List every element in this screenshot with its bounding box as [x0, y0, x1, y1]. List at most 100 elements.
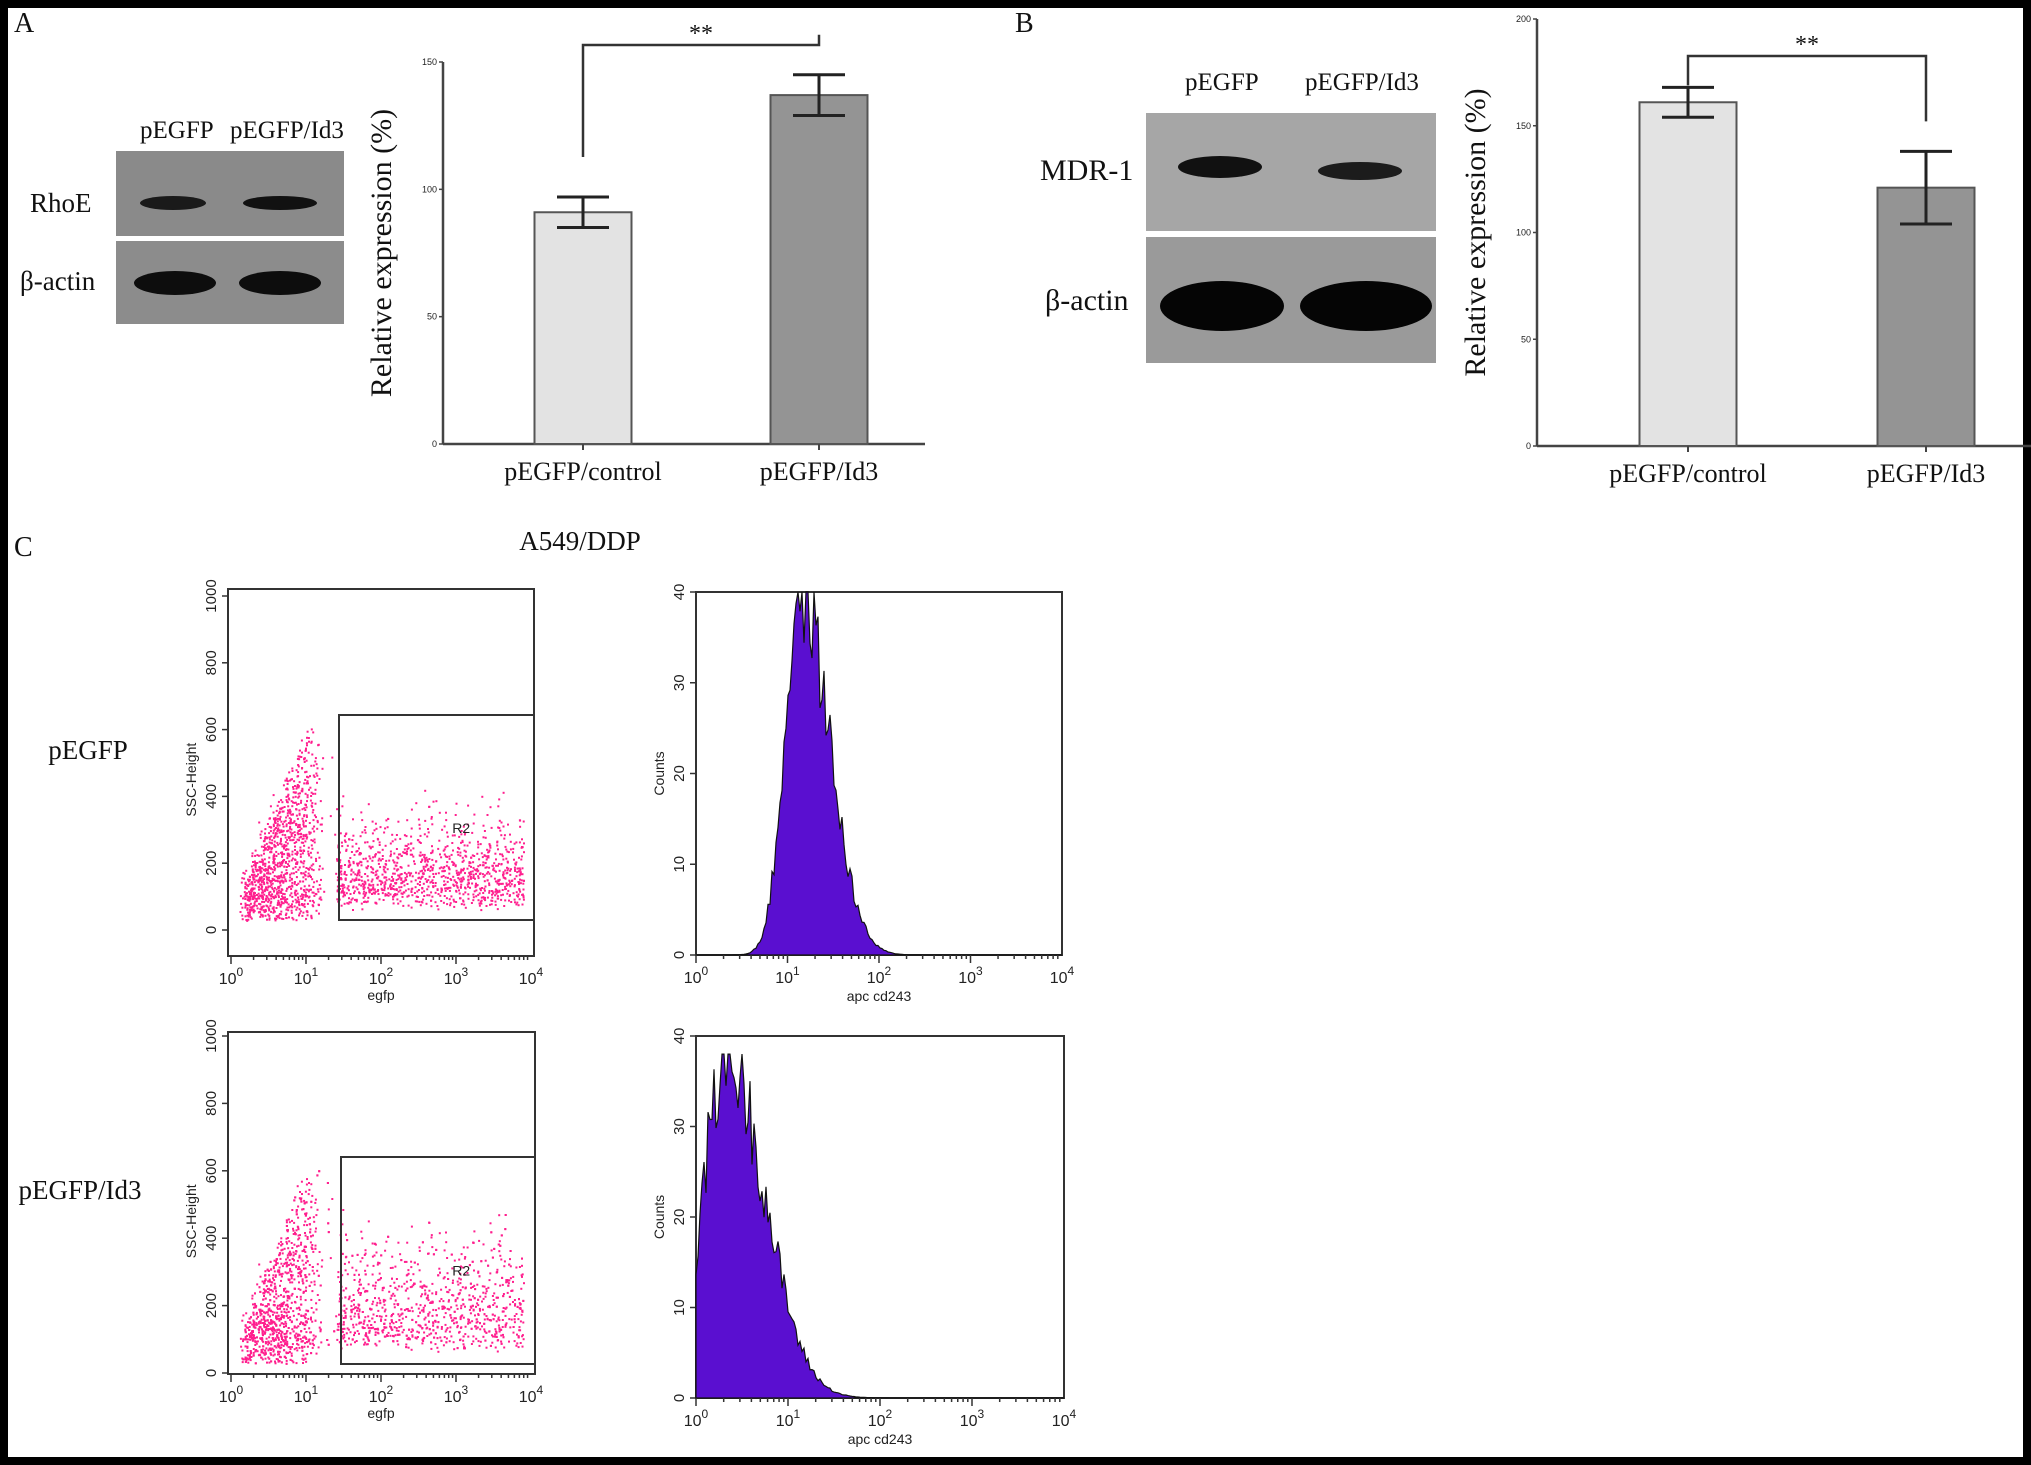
scatter-point	[294, 852, 297, 855]
scatter-point	[276, 1308, 279, 1310]
scatter-point	[491, 1295, 494, 1297]
scatter-point	[279, 884, 282, 887]
scatter-point	[494, 900, 497, 903]
scatter-point	[375, 870, 377, 873]
scatter-point	[262, 1315, 265, 1318]
scatter-point	[306, 1238, 309, 1240]
scatter-point	[271, 1320, 274, 1323]
scatter-point	[477, 1298, 480, 1301]
scatter-point	[310, 1316, 312, 1319]
scatter-point	[289, 822, 292, 825]
scatter-point	[282, 918, 285, 920]
scatter-point	[293, 842, 296, 844]
scatter-point	[298, 1308, 301, 1311]
scatter-point	[280, 1279, 282, 1282]
scatter-point	[362, 885, 365, 888]
scatter-point	[262, 1298, 265, 1301]
scatter-point	[269, 1293, 272, 1296]
scatter-point	[356, 1309, 358, 1312]
scatter-point	[287, 848, 290, 851]
scatter-point	[282, 896, 284, 899]
scatter-point	[482, 864, 485, 867]
scatter-point	[451, 834, 454, 837]
scatter-point	[371, 859, 374, 862]
scatter-point	[249, 906, 252, 909]
scatter-point	[276, 1304, 279, 1307]
scatter-point	[367, 1283, 370, 1286]
scatter-point	[437, 893, 440, 896]
scatter-point	[468, 864, 471, 867]
scatter-point	[268, 865, 271, 868]
scatter-point	[284, 1304, 287, 1307]
scatter-point	[297, 765, 300, 768]
scatter-point	[352, 1326, 355, 1329]
scatter-point	[395, 834, 398, 836]
scatter-point	[288, 855, 291, 858]
scatter-point	[360, 884, 363, 887]
scatter-point	[472, 861, 475, 864]
scatter-point	[293, 1334, 296, 1337]
scatter-point	[486, 1318, 489, 1321]
scatter-point	[291, 1209, 294, 1211]
scatter-point	[279, 865, 281, 868]
scatter-point	[516, 1342, 519, 1345]
scatter-point	[355, 1340, 358, 1342]
scatter-point	[407, 1272, 410, 1275]
scatter-point	[249, 1338, 252, 1341]
scatter-point	[521, 1335, 524, 1338]
scatter-point	[276, 1258, 278, 1261]
scatter-point	[353, 892, 355, 895]
scatter-point	[239, 895, 242, 898]
scatter-point	[513, 885, 516, 888]
scatter-point	[304, 771, 307, 774]
scatter-point	[423, 895, 426, 897]
scatter-point	[308, 1188, 311, 1191]
scatter-point	[369, 884, 372, 887]
scatter-point	[355, 1323, 358, 1326]
scatter-point	[406, 1338, 409, 1341]
scatter-point	[408, 874, 411, 877]
scatter-point	[340, 841, 343, 844]
scatter-point	[388, 1290, 391, 1293]
scatter-point	[411, 887, 414, 890]
scatter-point	[423, 1331, 426, 1334]
scatter-point	[478, 1307, 481, 1310]
scatter-point	[286, 812, 289, 815]
scatter-point	[366, 1264, 369, 1267]
scatter-point	[286, 1299, 289, 1302]
scatter-point	[449, 1314, 452, 1317]
scatter-point	[384, 1299, 387, 1302]
scatter-point	[291, 813, 294, 816]
scatter-point	[515, 861, 518, 864]
scatter-point	[253, 891, 255, 894]
scatter-points	[239, 728, 525, 922]
scatter-point	[307, 896, 310, 899]
scatter-point	[482, 861, 485, 864]
scatter-point	[302, 823, 305, 826]
scatter-point	[263, 893, 266, 896]
scatter-point	[438, 1300, 441, 1303]
scatter-point	[481, 1325, 483, 1328]
scatter-point	[365, 1335, 368, 1337]
scatter-point	[361, 1311, 364, 1313]
scatter-point	[394, 1299, 397, 1302]
scatter-point	[318, 884, 321, 886]
scatter-point	[282, 892, 285, 895]
scatter-point	[461, 879, 464, 882]
scatter-point	[386, 826, 389, 829]
scatter-point	[244, 1345, 247, 1348]
scatter-point	[248, 904, 251, 907]
scatter-point	[371, 845, 374, 848]
scatter-point	[304, 1317, 307, 1320]
scatter-point	[257, 895, 260, 898]
scatter-point	[284, 1341, 287, 1344]
scatter-point	[279, 1330, 282, 1332]
scatter-point	[380, 1319, 382, 1322]
scatter-point	[288, 864, 291, 867]
scatter-point	[428, 1333, 431, 1336]
scatter-point	[256, 897, 259, 900]
scatter-point	[309, 831, 312, 834]
scatter-point	[373, 1254, 376, 1257]
scatter-point	[334, 833, 337, 836]
scatter-point	[348, 897, 350, 900]
